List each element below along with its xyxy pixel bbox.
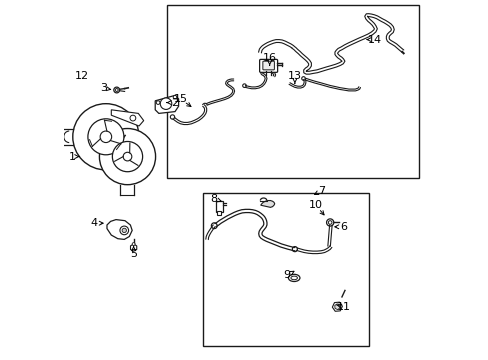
Circle shape [99, 129, 155, 185]
Ellipse shape [288, 274, 299, 282]
Circle shape [100, 131, 111, 143]
Text: 8: 8 [210, 194, 217, 204]
Text: 12: 12 [75, 71, 89, 81]
Text: 2: 2 [170, 98, 178, 108]
Bar [167, 5, 418, 178]
Bar [203, 193, 368, 346]
Text: 6: 6 [339, 222, 346, 232]
Text: 11: 11 [336, 302, 350, 312]
Circle shape [120, 226, 128, 235]
Ellipse shape [290, 276, 297, 280]
FancyBboxPatch shape [259, 59, 277, 72]
Circle shape [132, 243, 135, 246]
Text: 13: 13 [287, 71, 301, 81]
Bar [216, 201, 222, 212]
Circle shape [88, 119, 123, 155]
Circle shape [156, 101, 160, 104]
Polygon shape [155, 95, 178, 113]
Text: 7: 7 [318, 186, 325, 196]
Polygon shape [260, 201, 274, 207]
Polygon shape [113, 135, 125, 157]
Polygon shape [107, 220, 132, 239]
Text: 3: 3 [100, 83, 107, 93]
Circle shape [122, 228, 126, 233]
Circle shape [123, 152, 132, 161]
Circle shape [112, 141, 142, 172]
Bar [217, 211, 221, 215]
FancyBboxPatch shape [263, 61, 274, 70]
Circle shape [160, 98, 171, 109]
Circle shape [130, 115, 136, 121]
Text: 10: 10 [308, 200, 322, 210]
Text: 5: 5 [130, 249, 137, 259]
Text: 1: 1 [69, 152, 76, 162]
Polygon shape [111, 110, 143, 126]
Text: 15: 15 [173, 94, 187, 104]
Circle shape [73, 104, 139, 170]
Circle shape [173, 95, 177, 99]
Text: 14: 14 [367, 35, 381, 45]
Text: 9: 9 [283, 270, 290, 280]
Text: 16: 16 [262, 53, 276, 63]
Text: 4: 4 [90, 218, 98, 228]
